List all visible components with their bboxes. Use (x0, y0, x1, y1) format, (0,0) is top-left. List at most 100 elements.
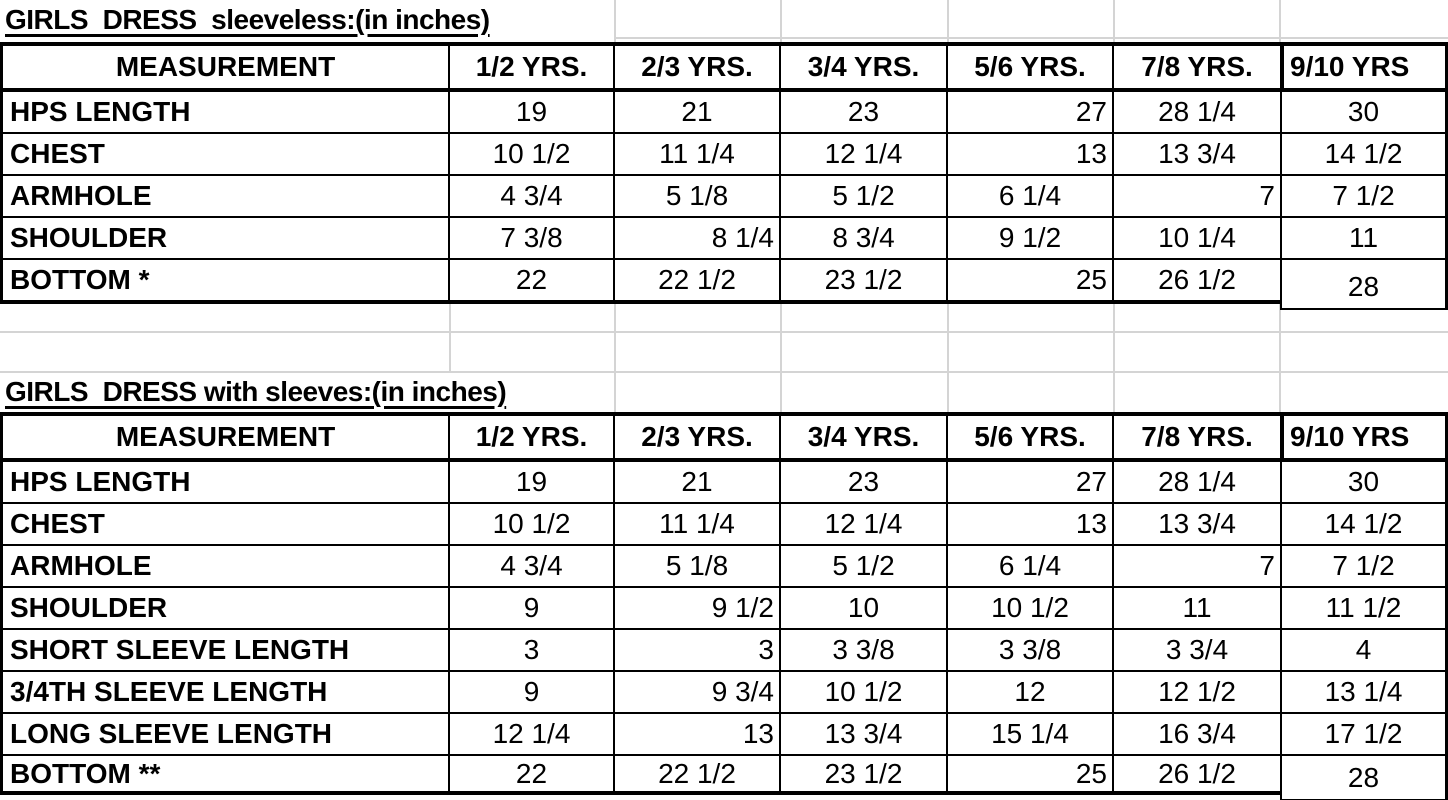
cell[interactable]: 9 (450, 588, 615, 630)
cell[interactable]: 22 (450, 260, 615, 304)
cell[interactable]: 13 3/4 (781, 714, 948, 756)
cell[interactable]: 26 1/2 (1114, 260, 1280, 304)
row-label[interactable]: ARMHOLE (0, 176, 450, 218)
cell[interactable]: 7 3/8 (450, 218, 615, 260)
cell[interactable]: 5 1/8 (615, 546, 781, 588)
cell[interactable]: 9 1/2 (948, 218, 1114, 260)
cell[interactable]: 17 1/2 (1280, 714, 1448, 756)
cell[interactable]: 28 1/4 (1114, 92, 1280, 134)
cell[interactable]: 3 3/8 (781, 630, 948, 672)
cell[interactable]: 13 (615, 714, 781, 756)
cell[interactable]: 5 1/2 (781, 546, 948, 588)
cell[interactable]: 6 1/4 (948, 546, 1114, 588)
row-label[interactable]: HPS LENGTH (0, 462, 450, 504)
cell[interactable]: 10 1/4 (1114, 218, 1280, 260)
row-label[interactable]: 3/4TH SLEEVE LENGTH (0, 672, 450, 714)
cell[interactable]: 13 1/4 (1280, 672, 1448, 714)
row-label[interactable]: LONG SLEEVE LENGTH (0, 714, 450, 756)
cell[interactable]: 23 (781, 92, 948, 134)
cell[interactable]: 12 1/4 (781, 504, 948, 546)
cell[interactable]: 12 1/2 (1114, 672, 1280, 714)
row-label[interactable]: SHOULDER (0, 218, 450, 260)
with-sleeves-table-title[interactable]: GIRLS DRESS with sleeves:(in inches) (5, 376, 507, 407)
row-label[interactable]: SHOULDER (0, 588, 450, 630)
cell[interactable]: 7 1/2 (1280, 176, 1448, 218)
cell[interactable]: 22 (450, 756, 615, 795)
cell[interactable]: 7 (1114, 176, 1280, 218)
column-header[interactable]: 7/8 YRS. (1114, 42, 1280, 92)
cell[interactable]: 28 (1280, 756, 1448, 795)
cell[interactable]: 12 1/4 (450, 714, 615, 756)
cell[interactable]: 5 1/8 (615, 176, 781, 218)
row-label[interactable]: HPS LENGTH (0, 92, 450, 134)
cell[interactable]: 11 (1114, 588, 1280, 630)
column-header[interactable]: 2/3 YRS. (615, 42, 781, 92)
column-header[interactable]: MEASUREMENT (0, 42, 450, 92)
cell[interactable]: 12 1/4 (781, 134, 948, 176)
row-label[interactable]: CHEST (0, 504, 450, 546)
column-header[interactable]: 3/4 YRS. (781, 412, 948, 462)
cell[interactable]: 27 (948, 92, 1114, 134)
cell[interactable]: 12 (948, 672, 1114, 714)
cell[interactable]: 23 (781, 462, 948, 504)
cell[interactable]: 4 3/4 (450, 176, 615, 218)
column-header[interactable]: 9/10 YRS (1280, 412, 1448, 462)
cell[interactable]: 15 1/4 (948, 714, 1114, 756)
column-header[interactable]: 5/6 YRS. (948, 412, 1114, 462)
cell[interactable]: 27 (948, 462, 1114, 504)
row-label[interactable]: SHORT SLEEVE LENGTH (0, 630, 450, 672)
cell[interactable]: 14 1/2 (1280, 504, 1448, 546)
cell[interactable]: 30 (1280, 462, 1448, 504)
cell[interactable]: 9 3/4 (615, 672, 781, 714)
cell[interactable]: 9 1/2 (615, 588, 781, 630)
cell[interactable]: 28 (1280, 260, 1448, 304)
cell[interactable]: 13 3/4 (1114, 134, 1280, 176)
row-label[interactable]: BOTTOM * (0, 260, 450, 304)
cell[interactable]: 10 1/2 (781, 672, 948, 714)
cell[interactable]: 13 (948, 134, 1114, 176)
column-header[interactable]: 1/2 YRS. (450, 412, 615, 462)
cell[interactable]: 10 1/2 (450, 134, 615, 176)
cell[interactable]: 21 (615, 92, 781, 134)
cell[interactable]: 23 1/2 (781, 756, 948, 795)
cell[interactable]: 3 (450, 630, 615, 672)
row-label[interactable]: BOTTOM ** (0, 756, 450, 795)
cell[interactable]: 14 1/2 (1280, 134, 1448, 176)
cell[interactable]: 22 1/2 (615, 756, 781, 795)
cell[interactable]: 30 (1280, 92, 1448, 134)
cell[interactable]: 4 3/4 (450, 546, 615, 588)
cell[interactable]: 5 1/2 (781, 176, 948, 218)
cell[interactable]: 13 3/4 (1114, 504, 1280, 546)
cell[interactable]: 8 1/4 (615, 218, 781, 260)
column-header[interactable]: 1/2 YRS. (450, 42, 615, 92)
column-header[interactable]: MEASUREMENT (0, 412, 450, 462)
cell[interactable]: 10 1/2 (450, 504, 615, 546)
cell[interactable]: 28 1/4 (1114, 462, 1280, 504)
row-label[interactable]: ARMHOLE (0, 546, 450, 588)
cell[interactable]: 13 (948, 504, 1114, 546)
cell[interactable]: 10 (781, 588, 948, 630)
cell[interactable]: 11 (1280, 218, 1448, 260)
cell[interactable]: 11 1/2 (1280, 588, 1448, 630)
cell[interactable]: 22 1/2 (615, 260, 781, 304)
cell[interactable]: 16 3/4 (1114, 714, 1280, 756)
cell[interactable]: 6 1/4 (948, 176, 1114, 218)
cell[interactable]: 10 1/2 (948, 588, 1114, 630)
cell[interactable]: 7 1/2 (1280, 546, 1448, 588)
cell[interactable]: 19 (450, 462, 615, 504)
column-header[interactable]: 5/6 YRS. (948, 42, 1114, 92)
cell[interactable]: 3 3/4 (1114, 630, 1280, 672)
column-header[interactable]: 3/4 YRS. (781, 42, 948, 92)
cell[interactable]: 11 1/4 (615, 504, 781, 546)
cell[interactable]: 3 3/8 (948, 630, 1114, 672)
column-header[interactable]: 7/8 YRS. (1114, 412, 1280, 462)
column-header[interactable]: 9/10 YRS (1280, 42, 1448, 92)
sleeveless-table-title[interactable]: GIRLS DRESS sleeveless:(in inches) (5, 4, 490, 35)
cell[interactable]: 7 (1114, 546, 1280, 588)
cell[interactable]: 21 (615, 462, 781, 504)
cell[interactable]: 23 1/2 (781, 260, 948, 304)
cell[interactable]: 9 (450, 672, 615, 714)
cell[interactable]: 25 (948, 260, 1114, 304)
cell[interactable]: 8 3/4 (781, 218, 948, 260)
cell[interactable]: 3 (615, 630, 781, 672)
